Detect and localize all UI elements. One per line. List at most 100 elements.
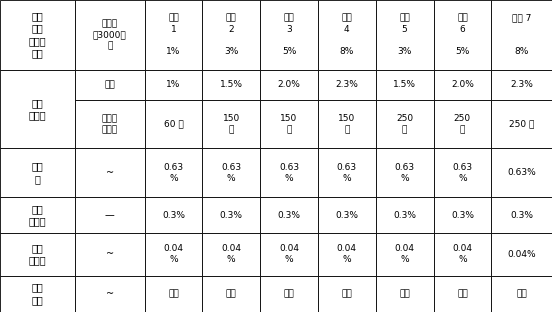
Text: 0.63
%: 0.63 %	[452, 163, 473, 183]
Bar	[433, 0, 491, 70]
Bar	[491, 0, 552, 70]
Text: 0.04
%: 0.04 %	[221, 244, 241, 265]
Bar	[491, 100, 552, 149]
Text: ~: ~	[106, 289, 114, 299]
Bar	[433, 275, 491, 312]
Bar	[75, 233, 145, 275]
Text: 适量: 适量	[342, 289, 352, 298]
Bar	[202, 275, 260, 312]
Bar	[202, 0, 260, 70]
Text: 处方
4

8%: 处方 4 8%	[339, 14, 354, 56]
Text: 2.3%: 2.3%	[510, 80, 533, 89]
Text: 处方
3

5%: 处方 3 5%	[282, 14, 296, 56]
Text: 0.63%: 0.63%	[507, 168, 536, 177]
Text: 处方 7


8%: 处方 7 8%	[512, 14, 532, 56]
Bar	[260, 70, 318, 100]
Bar	[318, 275, 376, 312]
Text: 适量: 适量	[284, 289, 294, 298]
Bar	[433, 70, 491, 100]
Text: 0.63
%: 0.63 %	[395, 163, 415, 183]
Text: 60 万: 60 万	[163, 120, 183, 129]
Bar	[318, 233, 376, 275]
Text: 适量: 适量	[516, 289, 527, 298]
Bar	[0, 275, 75, 312]
Bar	[433, 197, 491, 233]
Bar	[145, 0, 202, 70]
Bar	[433, 149, 491, 197]
Text: —: —	[105, 210, 115, 220]
Text: 粒径小
于3000纳
米: 粒径小 于3000纳 米	[93, 19, 127, 51]
Bar	[376, 233, 433, 275]
Text: 处方
2

3%: 处方 2 3%	[224, 14, 238, 56]
Text: 适量: 适量	[226, 289, 237, 298]
Bar	[75, 0, 145, 70]
Bar	[260, 100, 318, 149]
Bar	[376, 197, 433, 233]
Text: 0.63
%: 0.63 %	[221, 163, 241, 183]
Text: 适量: 适量	[457, 289, 468, 298]
Text: 1.5%: 1.5%	[393, 80, 416, 89]
Bar	[376, 0, 433, 70]
Bar	[491, 197, 552, 233]
Bar	[75, 100, 145, 149]
Bar	[0, 0, 75, 70]
Bar	[260, 0, 318, 70]
Text: 分子量
道尔顿: 分子量 道尔顿	[102, 114, 118, 134]
Bar	[202, 100, 260, 149]
Text: 处方
5

3%: 处方 5 3%	[397, 14, 412, 56]
Bar	[491, 149, 552, 197]
Bar	[433, 233, 491, 275]
Text: 处方
依葡
酸氯替
泼洛: 处方 依葡 酸氯替 泼洛	[29, 11, 46, 58]
Text: 处方
6

5%: 处方 6 5%	[455, 14, 470, 56]
Bar	[202, 149, 260, 197]
Text: 0.3%: 0.3%	[220, 211, 243, 220]
Bar	[75, 275, 145, 312]
Bar	[0, 149, 75, 197]
Text: 透明
质酸钠: 透明 质酸钠	[29, 98, 46, 120]
Bar	[318, 149, 376, 197]
Text: 0.3%: 0.3%	[451, 211, 474, 220]
Text: 磷酸
二氢钠: 磷酸 二氢钠	[29, 243, 46, 266]
Bar	[202, 233, 260, 275]
Bar	[491, 275, 552, 312]
Bar	[145, 233, 202, 275]
Text: 0.04
%: 0.04 %	[395, 244, 415, 265]
Text: 注射
用水: 注射 用水	[31, 283, 44, 305]
Bar	[145, 100, 202, 149]
Bar	[145, 149, 202, 197]
Bar	[260, 197, 318, 233]
Text: 150
万: 150 万	[280, 114, 298, 134]
Bar	[0, 233, 75, 275]
Text: 0.3%: 0.3%	[162, 211, 185, 220]
Text: 0.63
%: 0.63 %	[279, 163, 299, 183]
Bar	[202, 197, 260, 233]
Bar	[491, 233, 552, 275]
Bar	[318, 70, 376, 100]
Text: 0.04
%: 0.04 %	[279, 244, 299, 265]
Text: 0.3%: 0.3%	[393, 211, 416, 220]
Text: 150
万: 150 万	[338, 114, 355, 134]
Text: 250
万: 250 万	[454, 114, 471, 134]
Text: 磷酸
氢二钠: 磷酸 氢二钠	[29, 204, 46, 226]
Text: 0.3%: 0.3%	[335, 211, 358, 220]
Bar	[202, 70, 260, 100]
Text: 2.0%: 2.0%	[278, 80, 300, 89]
Bar	[260, 149, 318, 197]
Bar	[318, 0, 376, 70]
Text: ~: ~	[106, 168, 114, 178]
Text: 2.3%: 2.3%	[336, 80, 358, 89]
Bar	[376, 149, 433, 197]
Bar	[376, 70, 433, 100]
Text: 处方
1

1%: 处方 1 1%	[166, 14, 181, 56]
Bar	[260, 233, 318, 275]
Text: 0.63
%: 0.63 %	[163, 163, 183, 183]
Bar	[260, 275, 318, 312]
Bar	[0, 70, 75, 149]
Bar	[75, 197, 145, 233]
Bar	[491, 70, 552, 100]
Bar	[145, 275, 202, 312]
Text: 0.63
%: 0.63 %	[337, 163, 357, 183]
Bar	[75, 149, 145, 197]
Text: 0.04
%: 0.04 %	[163, 244, 183, 265]
Bar	[0, 197, 75, 233]
